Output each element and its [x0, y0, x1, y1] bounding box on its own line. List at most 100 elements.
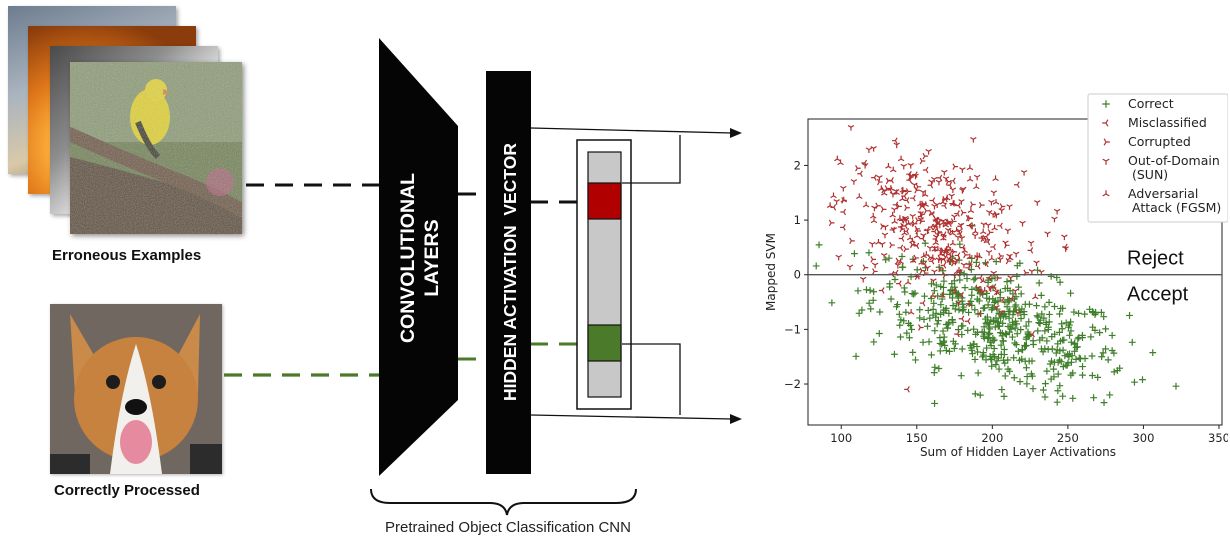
point-tri_down: [890, 227, 898, 233]
point-+: [994, 298, 1002, 306]
point-+: [1016, 378, 1024, 386]
legend-entry-label: Correct: [1128, 96, 1174, 111]
point-+: [1059, 336, 1067, 344]
point-tri_up: [943, 194, 951, 201]
point-+: [1087, 333, 1095, 341]
point-tri_left: [975, 310, 982, 317]
point-tri_left: [966, 260, 973, 268]
point-tri_right: [849, 237, 855, 245]
point-+: [999, 319, 1007, 327]
point-tri_right: [872, 268, 878, 275]
point-+: [955, 306, 963, 314]
point-tri_down: [925, 149, 932, 155]
y-tick-label: −2: [784, 377, 801, 391]
point-tri_up: [992, 175, 999, 181]
legend-entry-label: Corrupted: [1128, 134, 1191, 149]
point-tri_up: [856, 193, 863, 199]
point-+: [916, 306, 924, 314]
x-tick-label: 200: [981, 431, 1003, 445]
point-+: [1050, 365, 1057, 373]
point-+: [933, 320, 941, 328]
point-+: [1043, 337, 1051, 345]
erroneous-examples-caption: Erroneous Examples: [52, 247, 202, 264]
point-+: [1056, 310, 1063, 318]
point-+: [998, 329, 1006, 337]
y-axis-label: Mapped SVM: [764, 233, 778, 311]
vector-top-bracket: [622, 135, 681, 184]
point-+: [900, 317, 908, 325]
point-+: [980, 332, 988, 340]
point-tri_up: [897, 258, 904, 265]
point-tri_left: [1008, 295, 1015, 302]
corgi-image: [50, 304, 222, 474]
point-tri_down: [928, 179, 935, 186]
vector-correct-cell: [587, 324, 622, 362]
point-+: [935, 365, 943, 372]
point-tri_up: [921, 191, 929, 197]
point-+: [913, 266, 921, 274]
point-tri_left: [999, 296, 1005, 304]
point-+: [905, 319, 912, 327]
point-tri_down: [893, 142, 900, 149]
point-+: [855, 309, 863, 317]
point-tri_down: [869, 241, 876, 248]
point-+: [1075, 309, 1082, 317]
point-+: [882, 256, 890, 264]
point-tri_down: [958, 199, 965, 205]
cnn-diagram: CONVOLUTIONAL LAYERS HIDDEN ACTIVATION V…: [224, 38, 742, 536]
point-+: [942, 347, 950, 354]
point-tri_left: [871, 174, 877, 181]
point-+: [895, 310, 903, 318]
point-+: [865, 299, 873, 307]
point-+: [852, 352, 860, 360]
point-tri_down: [1012, 288, 1019, 295]
point-+: [1016, 356, 1023, 364]
point-+: [1001, 372, 1009, 380]
point-tri_up: [893, 189, 900, 195]
point-tri_down: [997, 257, 1004, 263]
point-+: [973, 295, 981, 303]
point-tri_down: [998, 208, 1005, 214]
legend-entry-label: Out-of-Domain: [1128, 153, 1220, 168]
point-tri_down: [891, 207, 898, 213]
point-tri_right: [904, 204, 910, 211]
point-+: [1001, 359, 1009, 367]
point-tri_down: [1053, 208, 1061, 215]
reject-label: Reject: [1127, 248, 1184, 270]
point-tri_up: [966, 176, 974, 182]
point-tri_up: [945, 243, 952, 249]
point-+: [934, 317, 942, 324]
point-+: [916, 314, 924, 322]
point-tri_down: [985, 250, 993, 256]
point-tri_left: [958, 315, 965, 323]
point-tri_down: [882, 224, 889, 231]
point-+: [1088, 372, 1096, 379]
point-+: [1023, 373, 1031, 380]
point-+: [974, 369, 982, 377]
x-tick-label: 300: [1132, 431, 1154, 445]
point-+: [1005, 314, 1013, 322]
point-tri_right: [903, 245, 909, 253]
point-+: [1056, 278, 1064, 286]
point-tri_right: [919, 157, 926, 165]
point-tri_right: [952, 163, 959, 170]
point-tri_right: [908, 173, 914, 181]
point-tri_down: [986, 210, 993, 216]
point-tri_up: [875, 238, 882, 245]
point-tri_left: [910, 194, 916, 202]
accept-label: Accept: [1127, 284, 1189, 306]
point-+: [1079, 371, 1086, 379]
point-+: [949, 290, 957, 298]
point-tri_down: [988, 199, 995, 206]
point-+: [936, 347, 944, 355]
point-+: [1003, 303, 1011, 311]
point-+: [997, 314, 1004, 322]
point-+: [1108, 332, 1116, 339]
legend-marker: [1102, 190, 1110, 197]
point-tri_down: [942, 176, 950, 182]
point-tri_up: [972, 228, 979, 234]
point-tri_right: [938, 265, 944, 273]
point-+: [989, 337, 997, 345]
point-tri_up: [916, 200, 924, 207]
point-+: [1065, 323, 1072, 331]
